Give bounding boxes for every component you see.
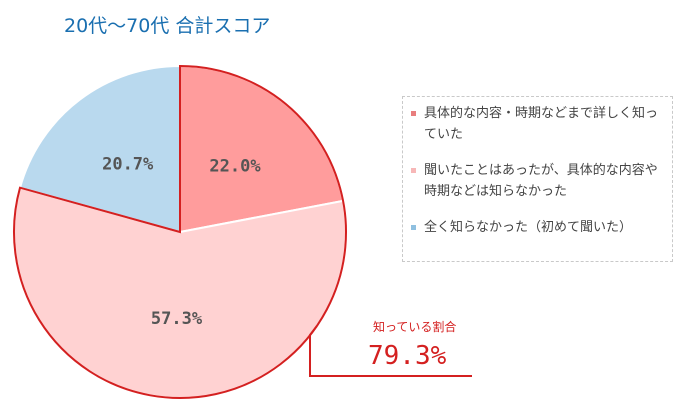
slice-value-label: 20.7% <box>102 154 154 174</box>
legend-label: 聞いたことはあったが、具体的な内容や時期などは知らなかった <box>424 163 658 199</box>
legend-item-unknown: 全く知らなかった（初めて聞いた） <box>411 217 669 238</box>
legend-item-heard: 聞いたことはあったが、具体的な内容や時期などは知らなかった <box>411 160 669 202</box>
legend: 具体的な内容・時期などまで詳しく知っていた 聞いたことはあったが、具体的な内容や… <box>402 96 673 262</box>
legend-swatch-heard <box>411 168 416 173</box>
legend-swatch-detailed <box>411 111 416 116</box>
callout-value: 79.3% <box>368 341 447 371</box>
slice-value-label: 57.3% <box>151 309 203 329</box>
legend-item-detailed: 具体的な内容・時期などまで詳しく知っていた <box>411 103 669 145</box>
callout-label: 知っている割合 <box>373 319 456 334</box>
legend-label: 具体的な内容・時期などまで詳しく知っていた <box>424 106 659 142</box>
known-share-outline <box>13 64 347 399</box>
chart-title: 20代～70代 合計スコア <box>64 15 270 37</box>
legend-label: 全く知らなかった（初めて聞いた） <box>424 220 633 235</box>
callout-leader-line <box>309 325 472 377</box>
legend-swatch-unknown <box>411 225 416 230</box>
slice-value-label: 22.0% <box>209 157 261 177</box>
slice-unknown <box>18 64 181 234</box>
pie-slices <box>13 64 347 399</box>
slice-labels: 22.0% 57.3% 20.7% <box>102 154 261 329</box>
